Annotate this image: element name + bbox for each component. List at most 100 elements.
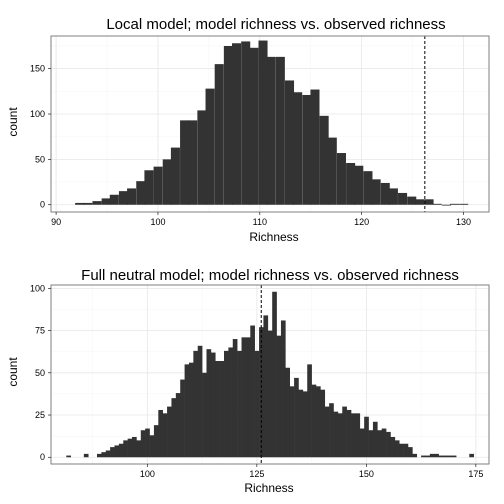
histogram-bar [149,435,155,458]
plot-frame-local [50,35,490,213]
histogram-bar [372,421,378,458]
panel-full-neutral-model: Full neutral model; model richness vs. o… [6,267,490,495]
histogram-bar [319,115,329,205]
histogram-bar [171,398,177,458]
histogram-bar [368,430,374,458]
histogram-bar [310,89,320,205]
histogram-bar [284,80,295,205]
histogram-bar [443,455,448,458]
histogram-bar [210,352,216,458]
histogram-bar [289,386,295,458]
histogram-bar [351,413,356,458]
histogram-bar [232,43,242,205]
histogram-bar [144,170,154,205]
y-axis-label-local: count [6,107,20,137]
histogram-bar [109,194,119,205]
histogram-bar [364,416,369,458]
histogram-bar [188,362,194,458]
histogram-bar [105,450,111,458]
x-tick-label: 90 [51,217,61,227]
chart-title-full-neutral: Full neutral model; model richness vs. o… [81,267,459,284]
histogram-bar [315,386,321,458]
panel-local-model: Local model; model richness vs. observed… [6,16,490,244]
histogram-bar [333,411,339,458]
y-tick-label: 50 [35,368,45,378]
histogram-bar [223,45,233,205]
histogram-bar [219,360,225,458]
y-tick-label: 25 [35,410,45,420]
histogram-bar [386,431,391,458]
histogram-bar [123,440,128,458]
histogram-bar [451,455,457,458]
histogram-bar [228,347,234,458]
histogram-bar [127,188,137,205]
y-tick-label: 150 [30,64,45,74]
histogram-bar [336,153,346,205]
histogram-bar [399,443,404,458]
histogram-bar [398,192,408,205]
histogram-bar [421,455,426,458]
histogram-bar [438,455,444,458]
histogram-bar [263,315,269,458]
histogram-bar [101,452,107,458]
histogram-bar [302,391,308,458]
histogram-bar [215,360,220,458]
histogram-bar [377,430,382,458]
histogram-bar [294,377,299,458]
histogram-bar [162,413,168,458]
histogram-bar [167,406,172,458]
histogram-bar [214,64,224,205]
histogram-bar [307,364,312,458]
histogram-bar [153,166,163,205]
histogram-bar [355,413,361,458]
histogram-bar [75,202,85,205]
histogram-bar [407,447,413,458]
histogram-bar [354,165,364,205]
histogram-bar [447,455,453,458]
x-tick-label: 150 [359,469,374,479]
histogram-bar [459,203,469,205]
histogram-bar [327,137,337,205]
histogram-bar [158,409,163,458]
histogram-bar [329,403,334,458]
histogram-bar [324,406,330,458]
histogram-bar [101,198,111,205]
histogram-bar [258,40,268,205]
histogram-bar [388,188,398,205]
histogram-bar [206,349,212,458]
histogram-bar [249,47,259,205]
histogram-bar [241,337,247,458]
x-tick-label: 100 [140,469,155,479]
histogram-bar [449,203,460,205]
histogram-bar [184,364,190,458]
histogram-bar [380,182,390,205]
histogram-bar [412,453,418,458]
histogram-bar [371,179,381,205]
y-tick-label: 50 [35,154,45,164]
histogram-bar [180,379,185,458]
histogram-bar [96,453,102,458]
histogram-bar [254,350,260,458]
histogram-bar [237,350,242,458]
plot-frame-full [50,284,490,465]
histogram-bar [224,350,229,458]
histogram-bar [425,455,431,458]
histogram-bar [83,202,93,205]
histogram-bar [145,428,150,458]
histogram-bar [83,453,89,458]
histogram-bar [434,453,439,458]
x-tick-label: 120 [354,217,369,227]
histogram-bar [197,110,207,205]
histogram-bar [175,393,181,458]
histogram-bar [250,325,255,458]
histogram-bar [275,56,285,205]
x-tick-label: 175 [468,469,483,479]
histogram-bar [202,372,207,458]
y-tick-label: 75 [35,326,45,336]
y-axis-label-full: count [6,357,20,387]
y-tick-label: 100 [30,109,45,119]
histogram-bar [110,447,115,458]
histogram-bar [276,335,282,458]
histogram-bar [232,339,238,458]
